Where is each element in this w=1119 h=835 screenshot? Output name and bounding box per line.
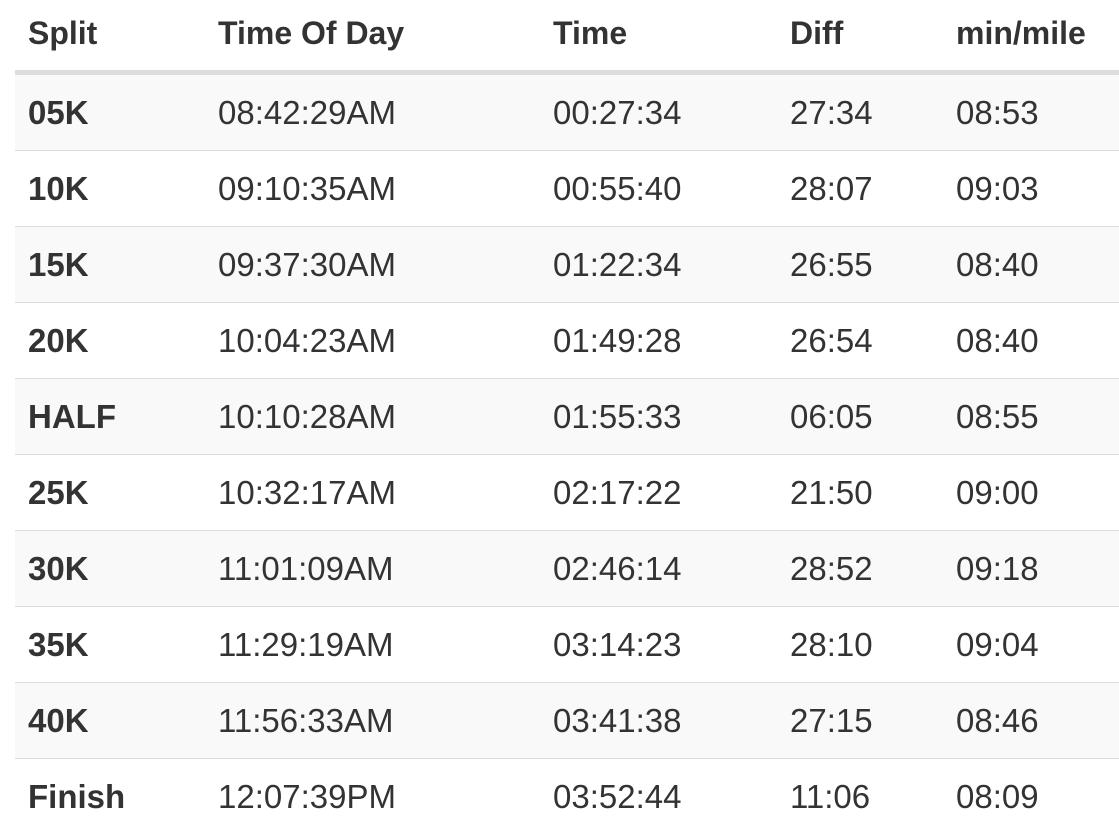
table-row: 40K 11:56:33AM 03:41:38 27:15 08:46 <box>15 682 1119 759</box>
time-cell: 03:52:44 <box>540 758 777 834</box>
diff-cell: 26:55 <box>777 226 943 303</box>
diff-cell: 21:50 <box>777 454 943 531</box>
pace-cell: 08:55 <box>943 378 1119 455</box>
table-header: Split Time Of Day Time Diff min/mile <box>15 0 1119 75</box>
pace-cell: 08:40 <box>943 302 1119 379</box>
split-cell: 20K <box>15 302 205 379</box>
time-cell: 02:17:22 <box>540 454 777 531</box>
time-cell: 01:49:28 <box>540 302 777 379</box>
pace-cell: 08:53 <box>943 72 1119 151</box>
time-cell: 01:55:33 <box>540 378 777 455</box>
split-cell: 15K <box>15 226 205 303</box>
time-of-day-cell: 09:37:30AM <box>205 226 540 303</box>
time-cell: 03:14:23 <box>540 606 777 683</box>
header-split: Split <box>15 0 205 75</box>
splits-table: Split Time Of Day Time Diff min/mile 05K… <box>15 0 1119 834</box>
diff-cell: 27:34 <box>777 72 943 151</box>
split-cell: 05K <box>15 72 205 151</box>
diff-cell: 28:10 <box>777 606 943 683</box>
time-of-day-cell: 10:10:28AM <box>205 378 540 455</box>
pace-cell: 09:00 <box>943 454 1119 531</box>
pace-cell: 09:18 <box>943 530 1119 607</box>
time-cell: 03:41:38 <box>540 682 777 759</box>
time-cell: 02:46:14 <box>540 530 777 607</box>
time-of-day-cell: 08:42:29AM <box>205 72 540 151</box>
time-of-day-cell: 12:07:39PM <box>205 758 540 834</box>
table-row: 35K 11:29:19AM 03:14:23 28:10 09:04 <box>15 606 1119 683</box>
split-cell: HALF <box>15 378 205 455</box>
table-row: 15K 09:37:30AM 01:22:34 26:55 08:40 <box>15 226 1119 303</box>
pace-cell: 09:04 <box>943 606 1119 683</box>
diff-cell: 26:54 <box>777 302 943 379</box>
time-of-day-cell: 11:01:09AM <box>205 530 540 607</box>
header-time: Time <box>540 0 777 75</box>
pace-cell: 08:46 <box>943 682 1119 759</box>
split-cell: 25K <box>15 454 205 531</box>
header-row: Split Time Of Day Time Diff min/mile <box>15 0 1119 75</box>
time-of-day-cell: 09:10:35AM <box>205 150 540 227</box>
diff-cell: 28:07 <box>777 150 943 227</box>
table-row: 05K 08:42:29AM 00:27:34 27:34 08:53 <box>15 72 1119 151</box>
table-body: 05K 08:42:29AM 00:27:34 27:34 08:53 10K … <box>15 72 1119 834</box>
time-of-day-cell: 10:32:17AM <box>205 454 540 531</box>
table-row: HALF 10:10:28AM 01:55:33 06:05 08:55 <box>15 378 1119 455</box>
diff-cell: 27:15 <box>777 682 943 759</box>
header-pace: min/mile <box>943 0 1119 75</box>
table-row: Finish 12:07:39PM 03:52:44 11:06 08:09 <box>15 758 1119 834</box>
pace-cell: 09:03 <box>943 150 1119 227</box>
pace-cell: 08:09 <box>943 758 1119 834</box>
split-cell: 35K <box>15 606 205 683</box>
table-row: 30K 11:01:09AM 02:46:14 28:52 09:18 <box>15 530 1119 607</box>
time-cell: 00:27:34 <box>540 72 777 151</box>
table-row: 25K 10:32:17AM 02:17:22 21:50 09:00 <box>15 454 1119 531</box>
split-cell: 40K <box>15 682 205 759</box>
split-cell: 10K <box>15 150 205 227</box>
header-diff: Diff <box>777 0 943 75</box>
diff-cell: 28:52 <box>777 530 943 607</box>
time-of-day-cell: 10:04:23AM <box>205 302 540 379</box>
splits-table-container: Split Time Of Day Time Diff min/mile 05K… <box>15 0 1119 834</box>
diff-cell: 11:06 <box>777 758 943 834</box>
time-of-day-cell: 11:56:33AM <box>205 682 540 759</box>
table-row: 10K 09:10:35AM 00:55:40 28:07 09:03 <box>15 150 1119 227</box>
table-row: 20K 10:04:23AM 01:49:28 26:54 08:40 <box>15 302 1119 379</box>
time-cell: 00:55:40 <box>540 150 777 227</box>
time-cell: 01:22:34 <box>540 226 777 303</box>
diff-cell: 06:05 <box>777 378 943 455</box>
time-of-day-cell: 11:29:19AM <box>205 606 540 683</box>
pace-cell: 08:40 <box>943 226 1119 303</box>
header-time-of-day: Time Of Day <box>205 0 540 75</box>
split-cell: Finish <box>15 758 205 834</box>
split-cell: 30K <box>15 530 205 607</box>
